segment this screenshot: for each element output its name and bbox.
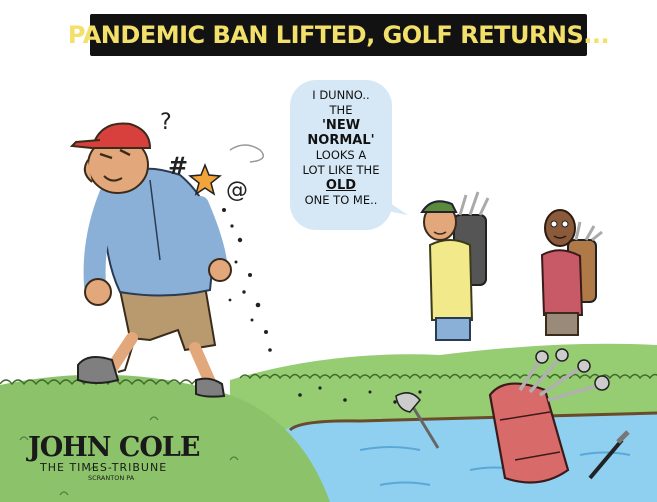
headline-text: PANDEMIC BAN LIFTED, GOLF RETURNS... bbox=[67, 21, 610, 49]
speech-bubble bbox=[290, 80, 392, 230]
speech-bubble-text: I DUNNO.. THE 'NEW NORMAL' LOOKS A LOT L… bbox=[294, 88, 388, 208]
water-hazard bbox=[285, 412, 657, 502]
artist-name: JOHN COLE bbox=[28, 432, 200, 463]
foreground-hill bbox=[0, 374, 330, 502]
caddie-green-cap bbox=[420, 191, 490, 341]
artist-signature: JOHN COLE THE TIMES-TRIBUNE SCRANTON PA bbox=[28, 432, 218, 482]
bubble-line: I DUNNO.. bbox=[312, 88, 370, 102]
golf-bag-in-water bbox=[488, 348, 610, 484]
caddie-red-shirt bbox=[540, 209, 603, 336]
swear-star-icon bbox=[188, 162, 222, 196]
bubble-line: LOOKS A bbox=[315, 148, 367, 162]
headline-banner: PANDEMIC BAN LIFTED, GOLF RETURNS... bbox=[68, 14, 610, 56]
bubble-line: 'NEW bbox=[321, 118, 361, 133]
angry-golfer bbox=[69, 122, 232, 398]
grawlix-hash: # bbox=[168, 152, 189, 180]
grawlix-question: ? bbox=[160, 110, 172, 135]
red-cap bbox=[90, 122, 152, 149]
bubble-line: NORMAL' bbox=[307, 133, 375, 148]
bubble-line: THE bbox=[329, 103, 353, 117]
publication-name: THE TIMES-TRIBUNE bbox=[40, 461, 168, 474]
bubble-line: OLD bbox=[325, 178, 357, 193]
publication-location: SCRANTON PA bbox=[88, 474, 135, 482]
golf-club-in-water bbox=[395, 392, 440, 449]
bubble-line: ONE TO ME.. bbox=[304, 193, 378, 207]
grawlix-at: @ bbox=[226, 178, 248, 203]
bubble-line: LOT LIKE THE bbox=[302, 163, 380, 177]
floating-club bbox=[588, 438, 624, 480]
